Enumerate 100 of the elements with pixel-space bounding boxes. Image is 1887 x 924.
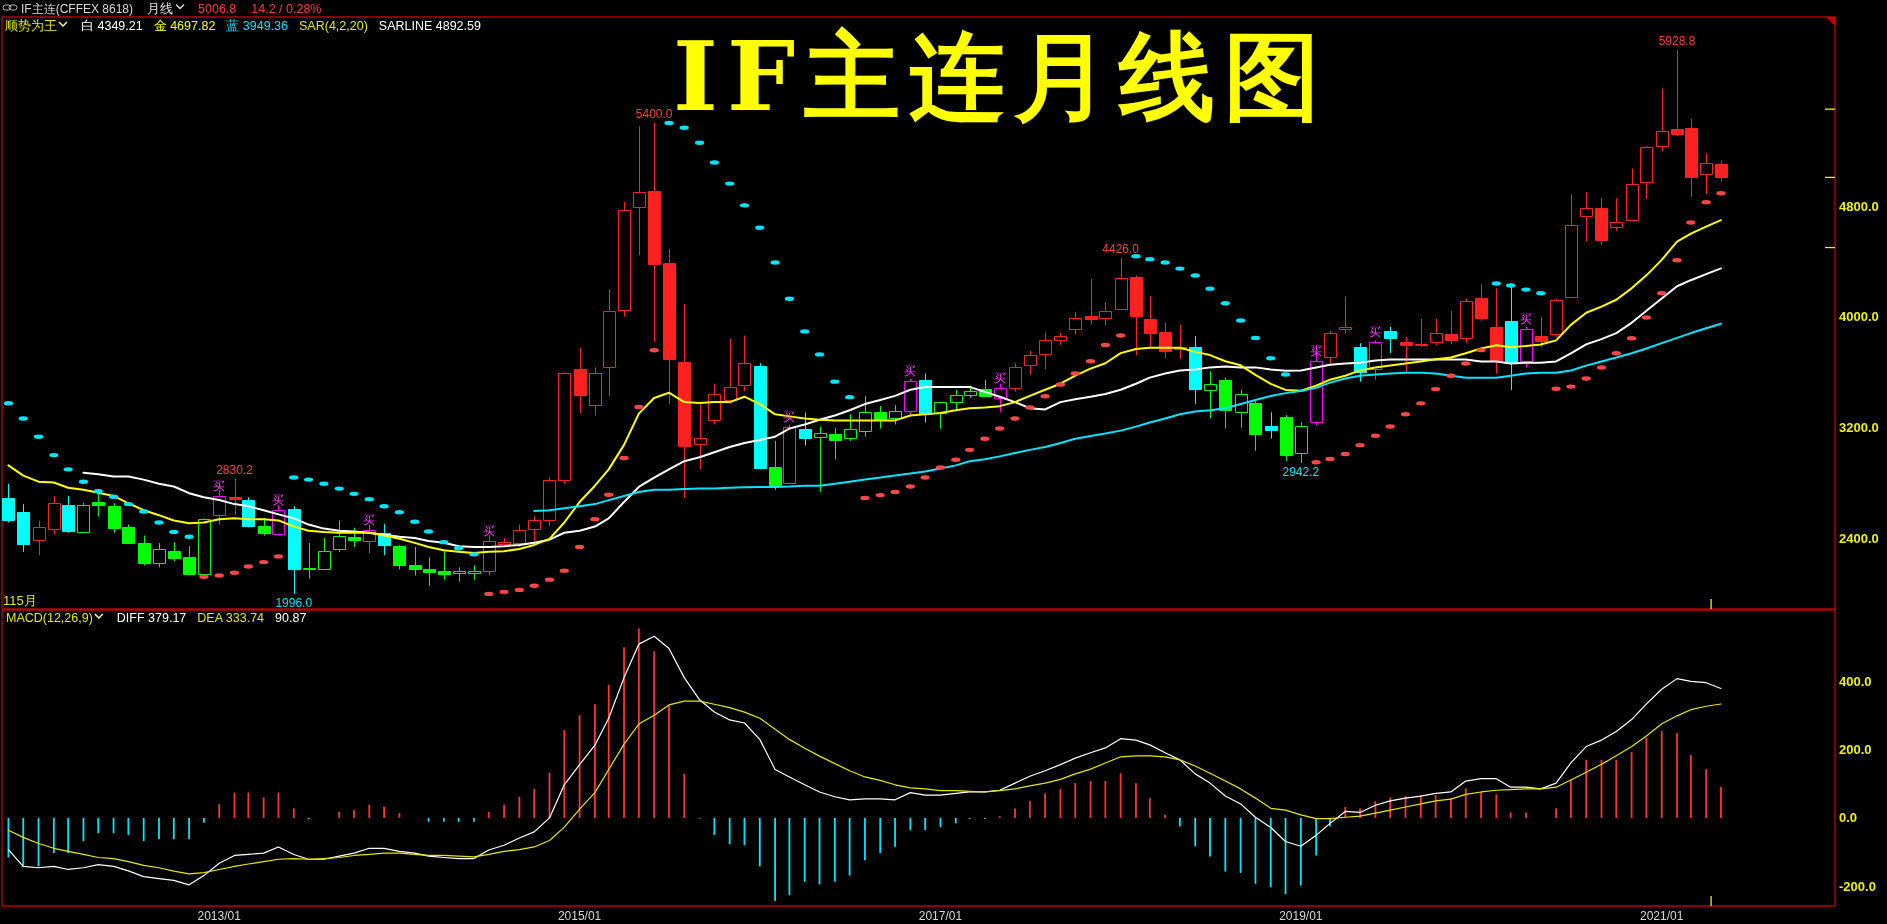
x-tick-label: 2013/01: [197, 909, 242, 923]
candlestick: [1415, 318, 1428, 348]
candlestick: [468, 564, 481, 581]
candlestick: [1535, 316, 1548, 348]
annotation: SAR(4,2,20): [299, 19, 368, 33]
candlestick: [648, 122, 661, 343]
candlestick: [183, 545, 196, 577]
text: DIFF 379.17: [116, 611, 187, 625]
candlestick: [1595, 197, 1608, 246]
annotation: 5928.8: [1658, 33, 1696, 48]
candlestick: [1520, 326, 1533, 369]
y-tick-label: -200.0: [1839, 878, 1876, 894]
candlestick: [558, 371, 571, 485]
candlestick: [663, 248, 676, 405]
candlestick: [1580, 191, 1593, 243]
line-series: [7, 700, 1722, 875]
candlestick: [1550, 297, 1563, 338]
candlestick: [2, 483, 15, 524]
x-tick-label: 2017/01: [918, 909, 963, 923]
candlestick: [62, 495, 75, 534]
candlestick: [724, 338, 737, 405]
candlestick: [229, 478, 242, 516]
y-tick-label: 4800.0: [1839, 198, 1879, 214]
candlestick: [438, 550, 451, 581]
legend-title: MACD(12,26,9): [6, 611, 93, 625]
candlestick: [1130, 275, 1143, 356]
candlestick: [1400, 336, 1413, 374]
candlestick: [33, 519, 46, 556]
y-tick-label: 400.0: [1839, 673, 1872, 689]
candlestick: [1626, 168, 1639, 222]
candlestick: [1219, 376, 1232, 430]
line-series: [7, 219, 1722, 555]
text: 5006.8: [198, 1, 237, 16]
candlestick: [1189, 335, 1202, 405]
annotation: 115月: [3, 593, 37, 608]
candlestick: [453, 566, 466, 583]
candlestick: [1430, 318, 1443, 346]
candlestick: [1490, 287, 1503, 375]
annotation: 2830.2: [216, 462, 254, 477]
candlestick: [77, 502, 90, 534]
candlestick: [92, 493, 105, 517]
candlestick: [17, 503, 30, 553]
annotation: SARLINE 4892.59: [378, 19, 481, 33]
candlestick: [393, 544, 406, 570]
candlestick: [574, 347, 587, 414]
candlestick: [1445, 310, 1458, 345]
candlestick: [1054, 332, 1067, 346]
candlestick: [859, 395, 872, 438]
candlestick: [288, 505, 301, 595]
annotation: 买: [993, 370, 1006, 385]
candlestick: [258, 517, 271, 537]
candlestick: [633, 125, 646, 256]
candlestick: [1640, 145, 1653, 200]
annotation: 90.87: [275, 611, 307, 625]
text: 蓝 3949.36: [226, 19, 289, 33]
text: 金 4697.82: [153, 19, 216, 33]
candlestick: [1115, 257, 1128, 311]
candlestick: [1295, 421, 1308, 464]
annotation: 买: [1369, 325, 1382, 340]
y-tick-label: 0.0: [1839, 810, 1858, 826]
candlestick: [603, 288, 616, 397]
text: 14.2 / 0.28%: [251, 1, 322, 16]
candlestick: [1204, 370, 1217, 419]
annotation: 买: [363, 512, 376, 527]
candlestick: [1265, 411, 1278, 440]
candlestick: [168, 541, 181, 562]
candlestick: [1460, 297, 1473, 344]
annotation: 买: [482, 523, 495, 538]
chart-title: IF主连月线图: [673, 20, 1330, 133]
candlestick: [528, 515, 541, 542]
candlestick: [1324, 330, 1337, 365]
candlestick: [318, 537, 331, 570]
candlestick: [1700, 152, 1713, 195]
candlestick: [783, 424, 796, 485]
y-tick-label: 4000.0: [1839, 309, 1879, 325]
candlestick: [844, 413, 857, 442]
candlestick: [799, 411, 812, 447]
candlestick: [198, 517, 211, 577]
annotation: 买: [272, 493, 285, 508]
candlestick: [1024, 350, 1037, 376]
candlestick: [829, 427, 842, 460]
candlestick: [513, 524, 526, 548]
text: 月线: [147, 1, 174, 16]
candlestick: [904, 378, 917, 417]
y-tick-label: 3200.0: [1839, 419, 1879, 435]
candlestick: [754, 362, 767, 470]
legend-title: 顺势为王: [5, 19, 57, 33]
x-tick-label: 2015/01: [557, 909, 602, 923]
annotation: 2942.2: [1282, 465, 1320, 480]
candlestick: [1339, 296, 1352, 334]
candlestick: [814, 426, 827, 493]
annotation: 买: [1519, 311, 1532, 326]
candlestick: [769, 440, 782, 491]
candlestick: [1039, 332, 1052, 370]
y-tick-label: 200.0: [1839, 742, 1872, 758]
candlestick: [48, 495, 61, 536]
candlestick: [1144, 295, 1157, 350]
annotation: 5400.0: [635, 107, 673, 121]
candlestick: [153, 542, 166, 568]
candlestick: [618, 201, 631, 318]
